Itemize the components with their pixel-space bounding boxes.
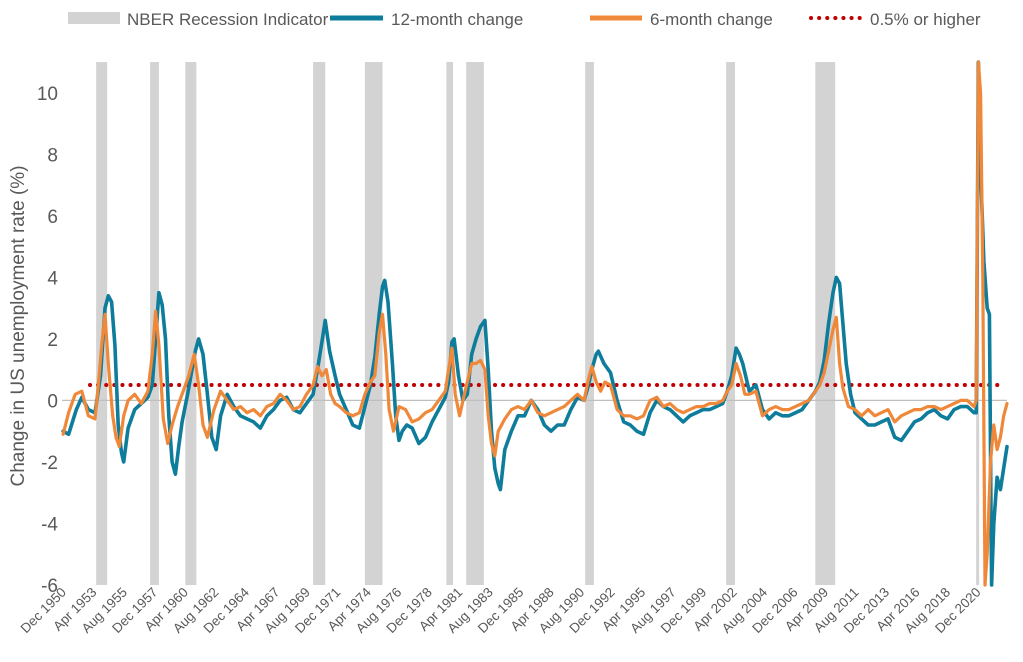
recession-band-4 <box>313 62 326 585</box>
series-lines <box>61 60 1009 587</box>
y-tick-label: 6 <box>47 207 58 228</box>
recession-band-1 <box>96 62 108 585</box>
recession-band-10 <box>815 62 836 585</box>
y-tick-label: 2 <box>47 330 58 351</box>
legend-swatch-recession <box>68 12 120 24</box>
y-axis-title: Change in US unemployment rate (%) <box>8 165 29 486</box>
series-line-12-month <box>61 60 1009 587</box>
y-axis-ticks: -6 -4 -2 0 2 4 6 8 10 <box>37 84 59 597</box>
y-tick-label: 4 <box>47 268 58 289</box>
y-tick-label: -6 <box>41 576 58 597</box>
series-line-6-month <box>61 60 1009 587</box>
recession-band-9 <box>726 62 735 585</box>
legend-label-6-month: 6-month change <box>650 10 773 29</box>
recession-band-8 <box>585 62 594 585</box>
legend-label-12-month: 12-month change <box>391 10 523 29</box>
recession-band-7 <box>466 62 484 585</box>
recession-band-6 <box>446 62 453 585</box>
y-tick-label: 8 <box>47 145 58 166</box>
recession-band-3 <box>185 62 197 585</box>
y-tick-label: 10 <box>37 84 58 105</box>
legend: NBER Recession Indicator 12-month change… <box>68 10 981 29</box>
y-tick-label: -2 <box>41 453 58 474</box>
recession-band-5 <box>364 62 383 585</box>
recession-bands <box>96 62 980 585</box>
legend-label-threshold: 0.5% or higher <box>870 10 981 29</box>
y-tick-label: 0 <box>47 391 58 412</box>
legend-label-recession: NBER Recession Indicator <box>127 10 329 29</box>
y-tick-label: -4 <box>41 514 58 535</box>
